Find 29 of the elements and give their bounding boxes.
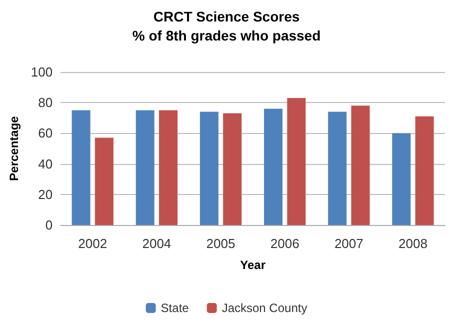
chart-title: CRCT Science Scores % of 8th grades who passed <box>132 8 321 44</box>
bar <box>287 98 306 225</box>
bar <box>159 110 178 225</box>
legend-label: State <box>160 301 190 315</box>
bar <box>328 112 347 225</box>
x-tick-label: 2002 <box>78 236 108 251</box>
bar <box>415 116 434 225</box>
y-tick-label: 60 <box>38 126 53 141</box>
y-tick-label: 80 <box>38 95 53 110</box>
x-tick-label: 2005 <box>206 236 236 251</box>
legend-label: Jackson County <box>222 301 308 315</box>
bar <box>72 110 90 225</box>
y-tick-label: 0 <box>45 218 53 232</box>
bar <box>200 112 218 225</box>
x-tick-label: 2004 <box>142 236 172 251</box>
x-tick-label: 2006 <box>270 236 300 251</box>
x-axis-title: Year <box>240 258 266 272</box>
y-tick-label: 100 <box>30 64 53 80</box>
bar <box>223 113 242 225</box>
x-tick-label: 2008 <box>398 236 428 251</box>
bar <box>392 133 411 225</box>
bar <box>351 106 370 225</box>
y-tick-label: 40 <box>38 156 53 172</box>
x-tick-label: 2007 <box>334 236 364 251</box>
bar <box>264 108 283 225</box>
y-axis-title: Percentage <box>7 116 21 181</box>
y-tick-label: 20 <box>38 186 53 202</box>
bar <box>136 110 154 225</box>
bar <box>94 138 114 225</box>
